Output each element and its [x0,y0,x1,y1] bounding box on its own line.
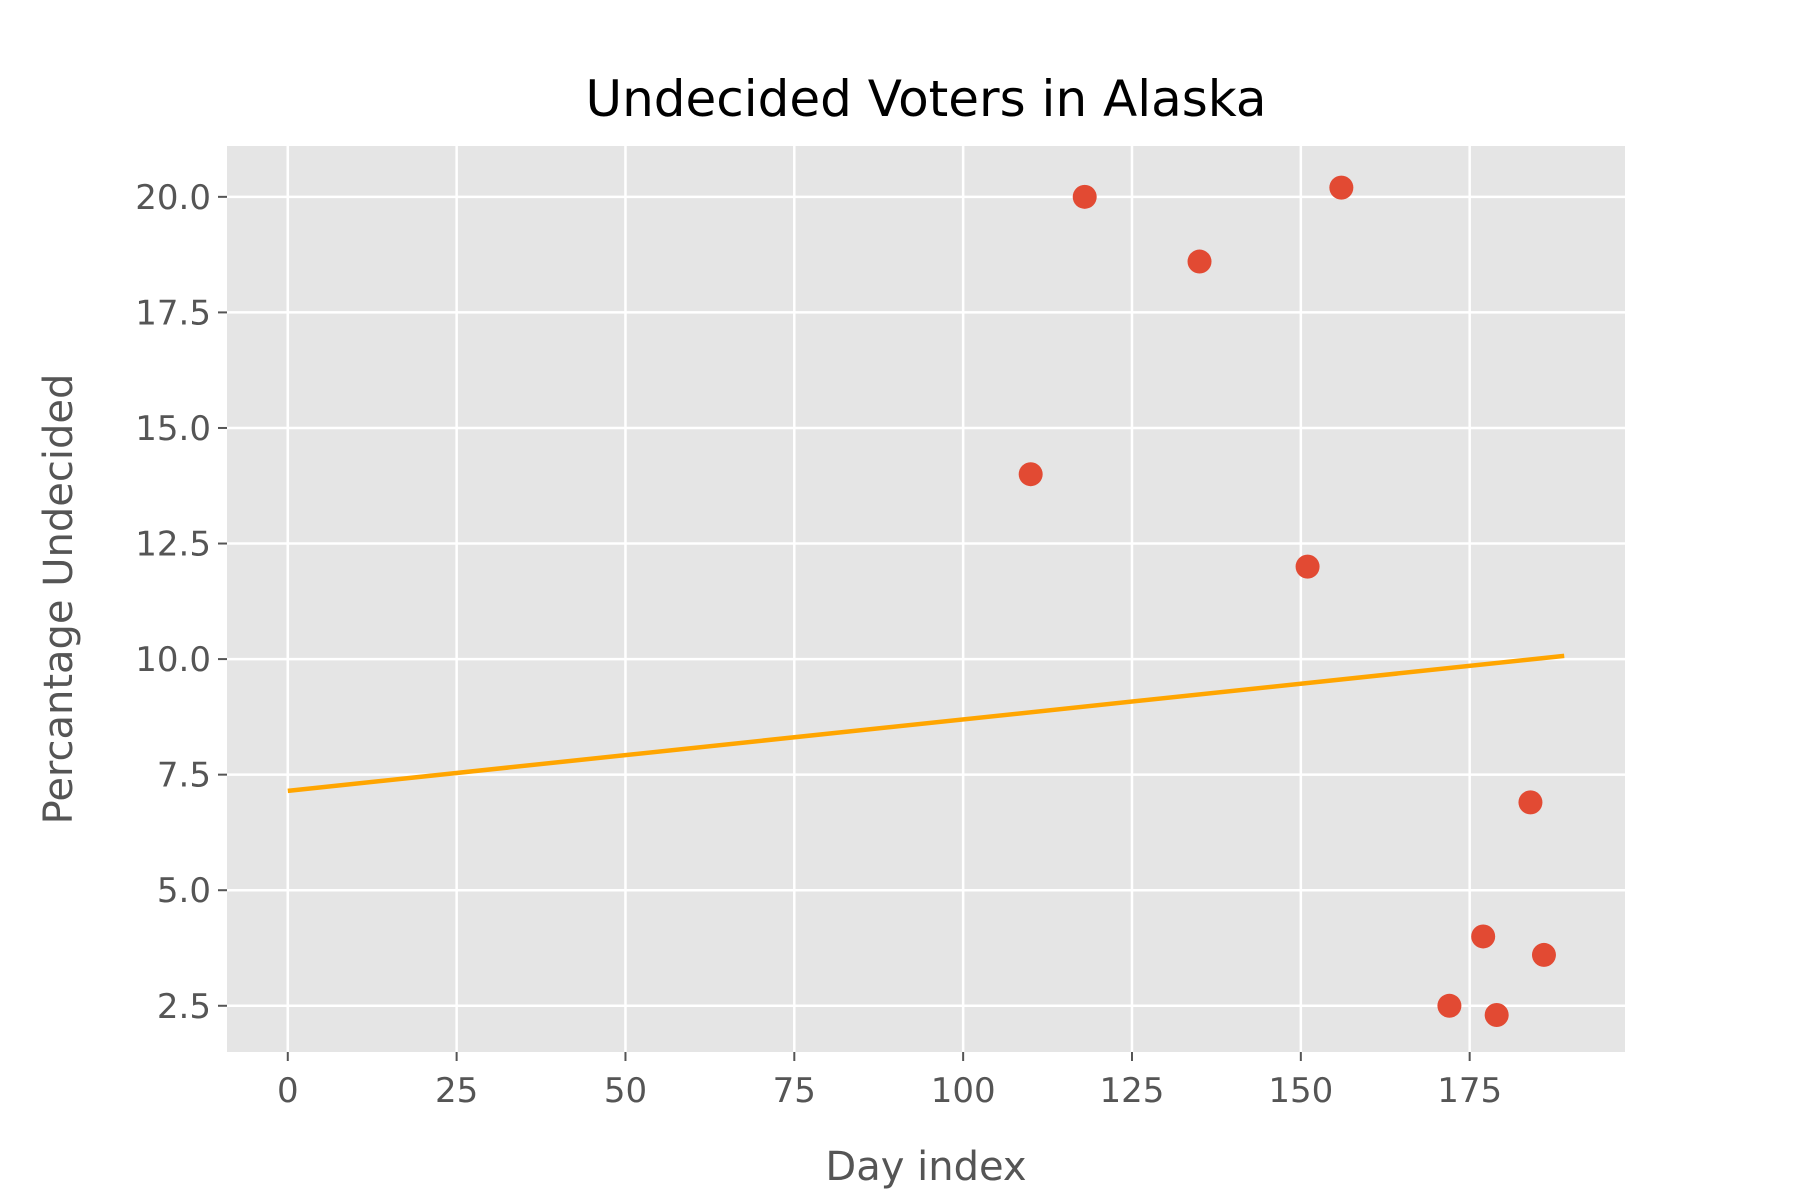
y-tick-label: 12.5 [135,525,211,565]
data-point [1295,554,1320,579]
x-tick-label: 25 [435,1071,478,1111]
data-point [1072,184,1097,209]
x-tick-label: 175 [1437,1071,1502,1111]
x-tick-label: 75 [773,1071,816,1111]
data-point [1471,924,1496,949]
y-tick-label: 5.0 [157,871,211,911]
y-tick-label: 20.0 [135,178,211,218]
chart-title: Undecided Voters in Alaska [585,70,1266,128]
data-marks [287,175,1565,1028]
y-tick-label: 15.0 [135,409,211,449]
y-tick-label: 7.5 [157,756,211,796]
trend-line [287,653,1565,794]
x-tick-label: 150 [1268,1071,1333,1111]
data-point [1531,942,1556,967]
data-point [1329,175,1354,200]
x-tick-label: 50 [604,1071,647,1111]
y-tick-label: 2.5 [157,987,211,1027]
x-tick-label: 0 [277,1071,299,1111]
y-tick-label: 17.5 [135,293,211,333]
data-point [1187,249,1212,274]
data-point [1437,993,1462,1018]
x-tick-label: 125 [1100,1071,1165,1111]
y-tick-label: 10.0 [135,640,211,680]
plot-area [227,146,1625,1052]
axis-ticks: 0 25 50 75 100 125 150 175 2.5 5.0 7.5 10.0 12.5 15.0… [135,178,1502,1111]
y-axis-label: Percantage Undecided [36,374,82,825]
data-point [1518,790,1543,815]
data-point [1484,1003,1509,1028]
data-point [1018,462,1043,487]
x-tick-label: 100 [931,1071,996,1111]
x-axis-label: Day index [825,1144,1026,1190]
